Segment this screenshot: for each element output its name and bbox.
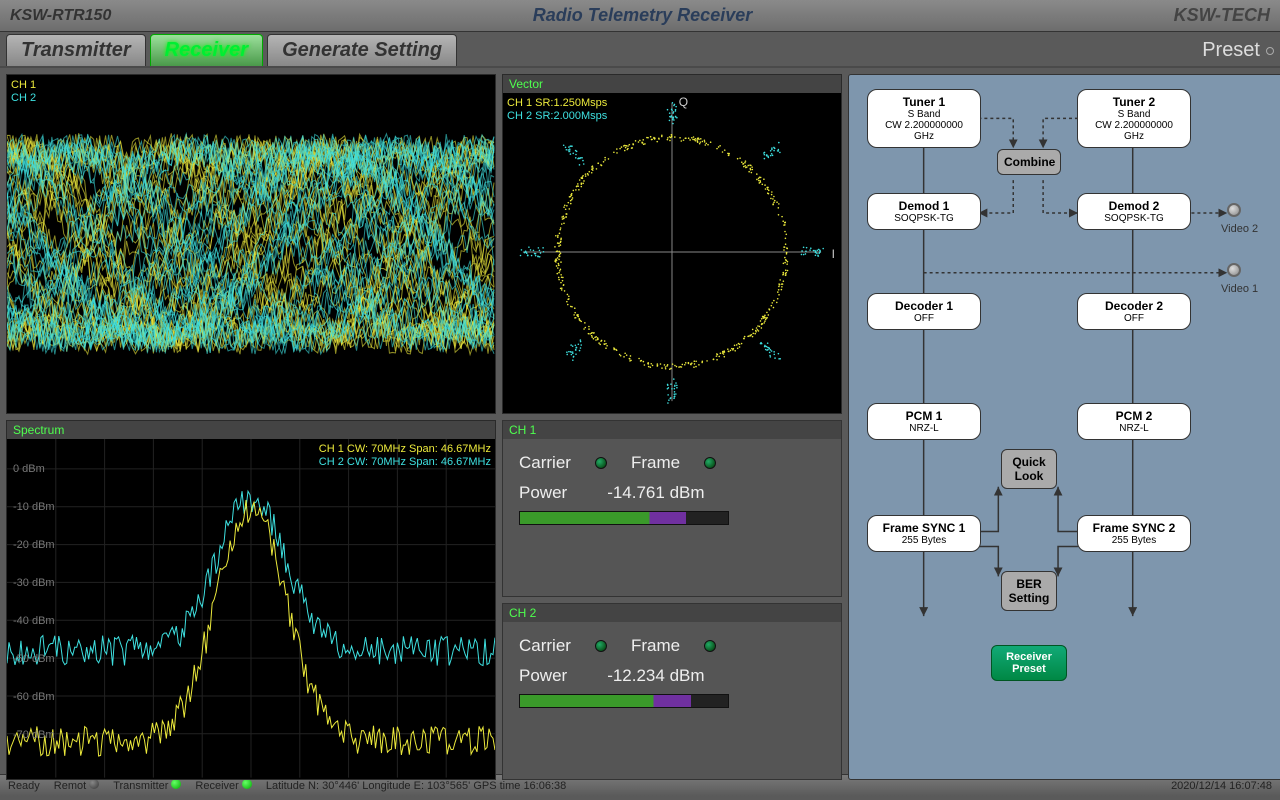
main-grid: Eye Diagram CH 1 CH 2 CH 1 CH 2 Vector C…: [0, 68, 1280, 774]
spectrum-ch2-info: CH 2 CW: 70MHz Span: 46.67MHz: [319, 456, 491, 469]
eye-ch2-legend: CH 2: [11, 92, 36, 105]
video2-connector-icon: [1227, 203, 1241, 217]
ch1-power-value: -14.761 dBm: [607, 483, 704, 503]
spectrum-svg: [7, 439, 495, 778]
spectrum-ytick: -60 dBm: [13, 691, 55, 703]
block-tuner2[interactable]: Tuner 2 S Band CW 2.200000000 GHz: [1077, 89, 1191, 148]
preset-label: Preset: [1202, 39, 1260, 62]
spectrum-plot: CH 1 CW: 70MHz Span: 46.67MHz CH 2 CW: 7…: [7, 439, 495, 779]
vector-panel: Vector CH 1 SR:1.250Msps CH 2 SR:2.000Ms…: [502, 74, 842, 414]
status-timestamp: 2020/12/14 16:07:48: [1171, 780, 1272, 792]
block-receiver-preset[interactable]: Receiver Preset: [991, 645, 1067, 681]
ch1-panel: CH 1 Carrier Frame Power -14.761 dBm: [502, 420, 842, 597]
block-demod2[interactable]: Demod 2SOQPSK-TG: [1077, 193, 1191, 230]
block-combine[interactable]: Combine: [997, 149, 1061, 175]
eye-diagram-panel: Eye Diagram CH 1 CH 2 CH 1 CH 2: [6, 74, 496, 414]
vector-svg: [503, 93, 841, 411]
vector-plot: CH 1 SR:1.250Msps CH 2 SR:2.000Msps Q I: [503, 93, 841, 413]
model-label: KSW-RTR150: [10, 7, 111, 25]
ch2-frame-led-icon: [704, 640, 716, 652]
ch1-carrier-led-icon: [595, 457, 607, 469]
status-transmitter-led-icon: [171, 779, 181, 789]
ch1-carrier-label: Carrier: [519, 453, 571, 473]
ch2-power-value: -12.234 dBm: [607, 666, 704, 686]
vector-i-label: I: [832, 247, 835, 261]
eye-ch1-legend: CH 1: [11, 79, 36, 92]
ch1-frame-label: Frame: [631, 453, 680, 473]
status-receiver-label: Receiver: [195, 780, 238, 792]
vector-title: Vector: [509, 77, 543, 91]
block-tuner1[interactable]: Tuner 1 S Band CW 2.200000000 GHz: [867, 89, 981, 148]
spectrum-ytick: -30 dBm: [13, 577, 55, 589]
app-title: Radio Telemetry Receiver: [111, 5, 1173, 26]
spectrum-ytick: 0 dBm: [13, 463, 45, 475]
vector-panel-title: Vector: [503, 75, 841, 93]
vector-ch2-sr: CH 2 SR:2.000Msps: [507, 110, 607, 123]
status-receiver-led-icon: [242, 779, 252, 789]
spectrum-ytick: -10 dBm: [13, 501, 55, 513]
block-pcm1[interactable]: PCM 1NRZ-L: [867, 403, 981, 440]
block-ber-setting[interactable]: BER Setting: [1001, 571, 1057, 611]
video2-label: Video 2: [1221, 223, 1258, 235]
eye-svg: [7, 75, 495, 413]
video1-label: Video 1: [1221, 283, 1258, 295]
tab-generate-setting[interactable]: Generate Setting: [267, 34, 457, 66]
vector-q-label: Q: [679, 95, 688, 109]
spectrum-ytick: -20 dBm: [13, 539, 55, 551]
eye-plot: CH 1 CH 2: [7, 75, 495, 413]
ch2-panel: CH 2 Carrier Frame Power -12.234 dBm: [502, 603, 842, 780]
block-quick-look[interactable]: Quick Look: [1001, 449, 1057, 489]
video1-connector-icon: [1227, 263, 1241, 277]
tab-receiver[interactable]: Receiver: [150, 34, 263, 66]
status-remot-label: Remot: [54, 780, 86, 792]
ch2-frame-label: Frame: [631, 636, 680, 656]
block-decoder2[interactable]: Decoder 2OFF: [1077, 293, 1191, 330]
brand-label: KSW-TECH: [1174, 5, 1270, 26]
spectrum-ytick: -70 dBm: [13, 729, 55, 741]
channel-panels: CH 1 Carrier Frame Power -14.761 dBm CH …: [502, 420, 842, 780]
ch2-title: CH 2: [503, 604, 841, 622]
ch2-carrier-label: Carrier: [519, 636, 571, 656]
status-transmitter-label: Transmitter: [113, 780, 168, 792]
ch1-power-label: Power: [519, 483, 567, 503]
tab-transmitter[interactable]: Transmitter: [6, 34, 146, 66]
ch1-title: CH 1: [503, 421, 841, 439]
vector-ch1-sr: CH 1 SR:1.250Msps: [507, 97, 607, 110]
block-diagram-panel: Tuner 1 S Band CW 2.200000000 GHz Tuner …: [848, 74, 1280, 780]
spectrum-ytick: -50 dBm: [13, 653, 55, 665]
preset-button[interactable]: Preset: [1202, 39, 1274, 66]
app-header: KSW-RTR150 Radio Telemetry Receiver KSW-…: [0, 0, 1280, 32]
ch2-power-bar: [519, 694, 729, 708]
block-decoder1[interactable]: Decoder 1OFF: [867, 293, 981, 330]
block-pcm2[interactable]: PCM 2NRZ-L: [1077, 403, 1191, 440]
spectrum-ch1-info: CH 1 CW: 70MHz Span: 46.67MHz: [319, 443, 491, 456]
status-geo: Latitude N: 30°446' Longitude E: 103°565…: [266, 780, 566, 792]
block-frame-sync2[interactable]: Frame SYNC 2255 Bytes: [1077, 515, 1191, 552]
ch1-power-bar: [519, 511, 729, 525]
spectrum-ytick: -40 dBm: [13, 615, 55, 627]
preset-dot-icon: [1266, 47, 1274, 55]
tab-bar: Transmitter Receiver Generate Setting Pr…: [0, 32, 1280, 68]
spectrum-panel-title: Spectrum: [7, 421, 495, 439]
ch2-carrier-led-icon: [595, 640, 607, 652]
spectrum-title: Spectrum: [13, 423, 64, 437]
ch1-frame-led-icon: [704, 457, 716, 469]
spectrum-panel: Spectrum CH 1 CW: 70MHz Span: 46.67MHz C…: [6, 420, 496, 780]
block-frame-sync1[interactable]: Frame SYNC 1255 Bytes: [867, 515, 981, 552]
status-remot-led-icon: [89, 779, 99, 789]
ch2-power-label: Power: [519, 666, 567, 686]
block-demod1[interactable]: Demod 1SOQPSK-TG: [867, 193, 981, 230]
status-ready: Ready: [8, 780, 40, 792]
